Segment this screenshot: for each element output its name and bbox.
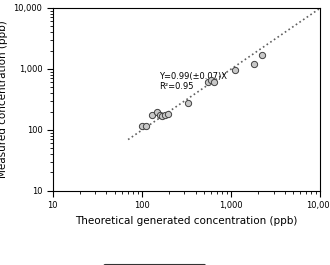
Legend: Cu generation test: Cu generation test	[103, 264, 205, 265]
X-axis label: Theoretical generated concentration (ppb): Theoretical generated concentration (ppb…	[75, 216, 298, 226]
Y-axis label: Measured concentration (ppb): Measured concentration (ppb)	[0, 20, 8, 178]
Text: Y=0.99(±0.07)X
R²=0.95: Y=0.99(±0.07)X R²=0.95	[159, 72, 227, 91]
